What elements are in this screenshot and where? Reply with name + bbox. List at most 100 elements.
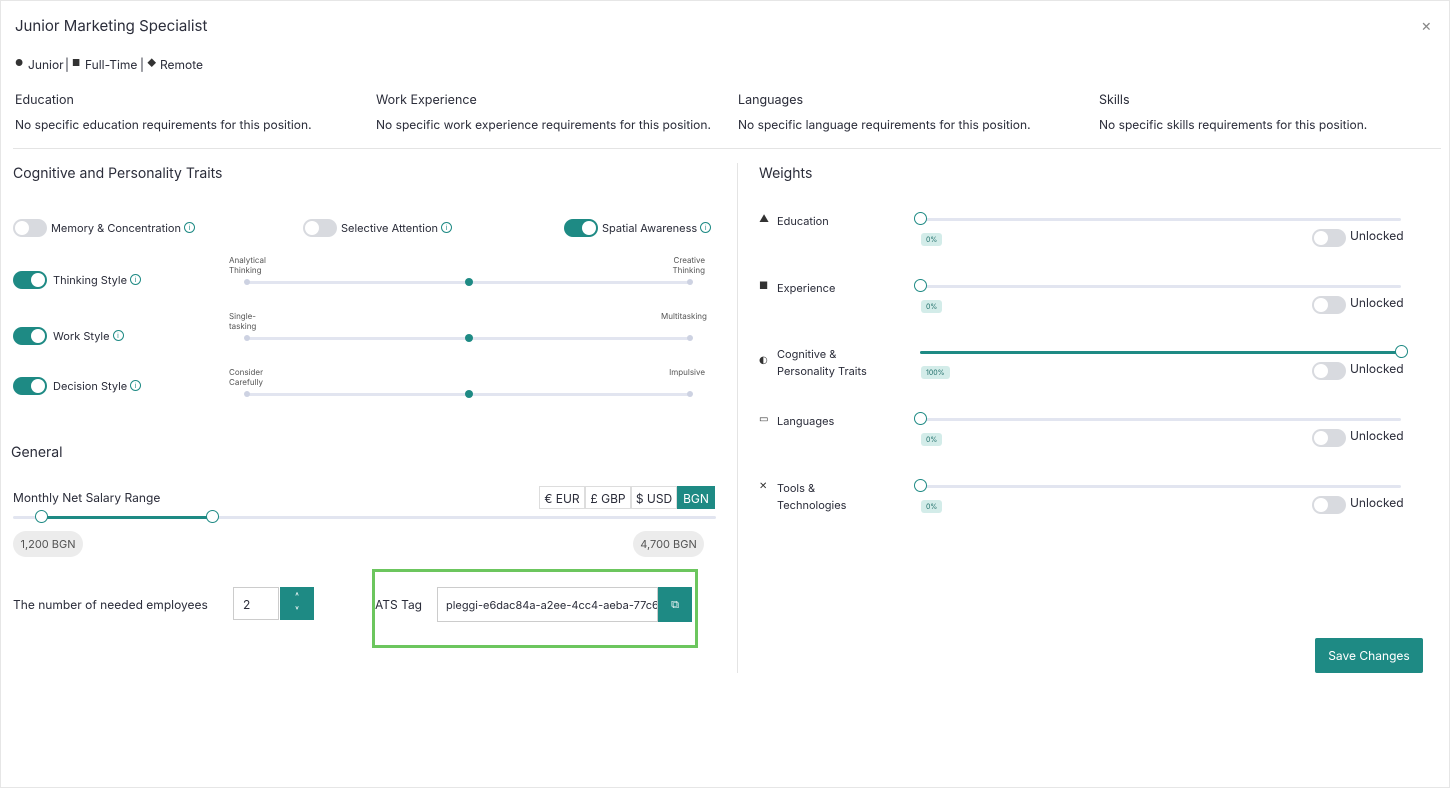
slider-end: [687, 279, 693, 285]
highlight-box: [372, 569, 698, 648]
toggle[interactable]: [13, 219, 47, 237]
slider-end: [244, 391, 250, 397]
weight-thumb[interactable]: [914, 479, 927, 492]
weight-icon: ▭: [759, 413, 769, 425]
weight-value: 0%: [921, 433, 943, 446]
stepper[interactable]: ˄ ˅: [280, 587, 314, 620]
requirement-label: Education: [15, 93, 74, 108]
slider-thumb[interactable]: [465, 390, 473, 398]
lock-state: Unlocked: [1350, 228, 1404, 243]
salary-thumb[interactable]: [35, 510, 48, 523]
slider-thumb[interactable]: [465, 334, 473, 342]
weight-icon: ▲: [759, 213, 770, 225]
weight-track[interactable]: [920, 285, 1401, 288]
lock-state: Unlocked: [1350, 295, 1404, 310]
slider-label: Decision Style i: [53, 379, 142, 393]
lock-state: Unlocked: [1350, 428, 1404, 443]
label-text: Decision Style: [53, 379, 128, 393]
employees-label: The number of needed employees: [13, 597, 208, 612]
weight-fill: [920, 351, 1401, 354]
weight-icon: ✕: [759, 480, 768, 492]
weight-value: 0%: [921, 233, 943, 246]
currency-button[interactable]: € EUR: [539, 486, 585, 509]
copy-button[interactable]: ⧉: [658, 587, 692, 622]
lock-toggle[interactable]: [1312, 362, 1346, 380]
tag-icon: ●: [15, 58, 24, 69]
toggle[interactable]: [13, 377, 47, 395]
salary-label: Monthly Net Salary Range: [13, 490, 161, 505]
info-icon[interactable]: i: [112, 330, 124, 341]
title: Junior Marketing Specialist: [15, 16, 208, 35]
weight-label: Languages: [777, 414, 835, 428]
weight-track[interactable]: [920, 418, 1401, 421]
currency-button[interactable]: $ USD: [631, 486, 677, 509]
tag-icon: ■: [72, 58, 81, 69]
toggle[interactable]: [303, 219, 337, 237]
toggle-label: Memory & Concentration i: [51, 221, 195, 235]
weight-icon: ■: [759, 280, 769, 292]
salary-thumb[interactable]: [206, 510, 219, 523]
toggle[interactable]: [564, 219, 598, 237]
lock-toggle[interactable]: [1312, 496, 1346, 514]
weight-icon: ◐: [759, 354, 768, 366]
weight-thumb[interactable]: [914, 412, 927, 425]
info-icon[interactable]: i: [441, 222, 453, 233]
requirement-text: No specific work experience requirements…: [376, 117, 711, 132]
requirement-text: No specific language requirements for th…: [738, 117, 1031, 132]
label-text: Selective Attention: [341, 221, 439, 235]
slider-right-label: Multitasking: [661, 311, 707, 321]
salary-max: 4,700 BGN: [633, 531, 704, 557]
section-title: Cognitive and Personality Traits: [13, 165, 223, 182]
requirement-label: Work Experience: [376, 93, 477, 108]
weight-track[interactable]: [920, 218, 1401, 221]
ats-input[interactable]: pleggi-e6dac84a-a2ee-4cc4-aeba-77c6ab: [437, 587, 658, 622]
info-icon[interactable]: i: [130, 380, 142, 391]
slider-thumb[interactable]: [465, 278, 473, 286]
label-text: Thinking Style: [53, 273, 127, 287]
lock-toggle[interactable]: [1312, 229, 1346, 247]
employees-input[interactable]: 2: [233, 587, 279, 620]
salary-track[interactable]: [13, 516, 716, 519]
toggle[interactable]: [13, 271, 47, 289]
slider-end: [244, 335, 250, 341]
weight-thumb[interactable]: [914, 212, 927, 225]
slider-right-label: Creative Thinking: [672, 255, 705, 275]
weight-thumb[interactable]: [914, 279, 927, 292]
divider: [737, 163, 738, 673]
toggle-label: Selective Attention i: [341, 221, 453, 235]
save-button[interactable]: Save Changes: [1315, 638, 1423, 673]
weight-label: Tools & Technologies: [777, 481, 847, 512]
weight-value: 0%: [921, 300, 943, 313]
lock-toggle[interactable]: [1312, 429, 1346, 447]
info-icon[interactable]: i: [183, 222, 195, 233]
weight-track[interactable]: [920, 485, 1401, 488]
currency-button[interactable]: £ GBP: [585, 486, 631, 509]
info-icon[interactable]: i: [700, 222, 712, 233]
close-button[interactable]: ×: [1421, 15, 1432, 35]
lock-toggle[interactable]: [1312, 296, 1346, 314]
salary-fill: [42, 516, 213, 519]
tag-icon: ◆: [147, 58, 157, 69]
weight-thumb[interactable]: [1395, 345, 1408, 358]
divider: [13, 148, 1441, 149]
slider-left-label: Consider Carefully: [229, 367, 264, 387]
slider-left-label: Analytical Thinking: [229, 255, 266, 275]
slider-left-label: Single-tasking: [229, 311, 257, 331]
ats-label: ATS Tag: [375, 597, 423, 612]
toggle[interactable]: [13, 327, 47, 345]
weight-value: 100%: [921, 366, 950, 379]
requirement-text: No specific skills requirements for this…: [1099, 117, 1368, 132]
requirement-label: Languages: [738, 93, 804, 108]
info-icon[interactable]: i: [130, 274, 141, 285]
salary-min: 1,200 BGN: [13, 531, 83, 557]
slider-end: [687, 335, 693, 341]
label-text: Work Style: [53, 329, 110, 343]
section-title: General: [11, 444, 63, 461]
requirement-label: Skills: [1099, 93, 1130, 108]
slider-label: Work Style i: [53, 329, 124, 343]
slider-label: Thinking Style i: [53, 273, 141, 287]
currency-button[interactable]: BGN: [677, 486, 715, 509]
tag-separator: |: [65, 57, 69, 72]
requirement-text: No specific education requirements for t…: [15, 117, 312, 132]
